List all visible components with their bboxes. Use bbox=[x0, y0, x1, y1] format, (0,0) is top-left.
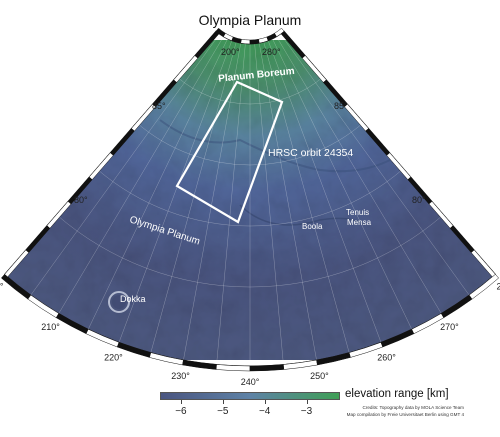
meridian-line bbox=[58, 36, 224, 314]
frame-segment bbox=[215, 364, 251, 372]
meridian-line bbox=[118, 40, 232, 343]
map-title: Olympia Planum bbox=[198, 12, 302, 28]
lon-label-bottom: 250° bbox=[310, 371, 329, 381]
legend-tick-label: −4 bbox=[258, 406, 271, 417]
lon-label-top-right: 280° bbox=[262, 47, 281, 57]
frame-segment bbox=[470, 249, 496, 278]
lon-label-bottom: 220° bbox=[104, 352, 123, 362]
meridian-line bbox=[88, 38, 228, 330]
parallel-line bbox=[96, 168, 404, 227]
legend-tick-label: −3 bbox=[300, 406, 313, 417]
meridian-line bbox=[150, 42, 237, 353]
frame-segment bbox=[4, 249, 30, 278]
lon-label-bottom: 270° bbox=[440, 322, 459, 332]
orbit-label: HRSC orbit 24354 bbox=[268, 147, 353, 159]
mensa-label: Mensa bbox=[347, 218, 372, 227]
map-frame bbox=[1, 27, 499, 372]
frame-segment bbox=[283, 359, 318, 370]
credits: Credits: Topography data by MOLA Science… bbox=[347, 405, 464, 418]
legend-tick-label: −6 bbox=[175, 406, 187, 417]
legend-tick bbox=[180, 400, 182, 404]
boola-label: Boola bbox=[302, 222, 323, 231]
meridian-line bbox=[254, 43, 284, 365]
tenuis-label: Tenuis bbox=[346, 208, 369, 217]
frame-segment bbox=[249, 38, 260, 45]
meridian-line bbox=[263, 42, 350, 353]
legend-tick-label: −5 bbox=[217, 406, 229, 417]
parallel-line bbox=[56, 214, 444, 288]
hrsc-footprint bbox=[175, 80, 284, 224]
meridian-line bbox=[272, 38, 412, 330]
polar-cap-edge bbox=[159, 119, 391, 173]
scarp bbox=[239, 204, 366, 226]
frame-segment bbox=[249, 364, 285, 372]
lon-label-bottom: 280° bbox=[497, 281, 500, 291]
frame-segment bbox=[468, 273, 499, 300]
credits-line-1: Credits: Topography data by MOLA Science… bbox=[362, 405, 464, 410]
meridian-line bbox=[216, 43, 246, 365]
legend-tick bbox=[306, 400, 308, 404]
frame-segment bbox=[240, 38, 251, 45]
graticule bbox=[30, 34, 470, 366]
lon-label-bottom: 200° bbox=[0, 281, 4, 291]
lat-label-left-80: 80° bbox=[74, 195, 88, 205]
meridian-line bbox=[183, 43, 241, 361]
lat-label-right-80: 80° bbox=[412, 195, 426, 205]
legend-tick bbox=[264, 400, 266, 404]
credits-line-2: Map compilation by Freie Universitaet Be… bbox=[346, 411, 464, 417]
dokka-crater bbox=[108, 291, 130, 313]
meridian-line bbox=[30, 34, 220, 296]
legend-title: elevation range [km] bbox=[345, 388, 449, 400]
dokka-label: Dokka bbox=[120, 294, 146, 304]
lon-label-bottom: 210° bbox=[41, 322, 60, 332]
lon-label-bottom: 240° bbox=[241, 377, 260, 387]
elevation-colorbar bbox=[160, 392, 340, 400]
meridian-line bbox=[268, 40, 382, 343]
dokka-crater-floor bbox=[112, 295, 126, 309]
lat-label-left-85: 85° bbox=[152, 101, 166, 111]
meridian-line bbox=[280, 34, 470, 296]
meridian-line bbox=[276, 36, 442, 314]
legend-tick bbox=[222, 400, 224, 404]
parallel-line bbox=[136, 122, 364, 166]
lon-label-bottom: 230° bbox=[171, 371, 190, 381]
frame-segment bbox=[182, 359, 217, 370]
lat-label-right-85: 85° bbox=[334, 101, 348, 111]
lon-label-top-left: 200° bbox=[221, 47, 240, 57]
lon-label-bottom: 260° bbox=[377, 352, 396, 362]
frame-segment bbox=[274, 27, 285, 38]
